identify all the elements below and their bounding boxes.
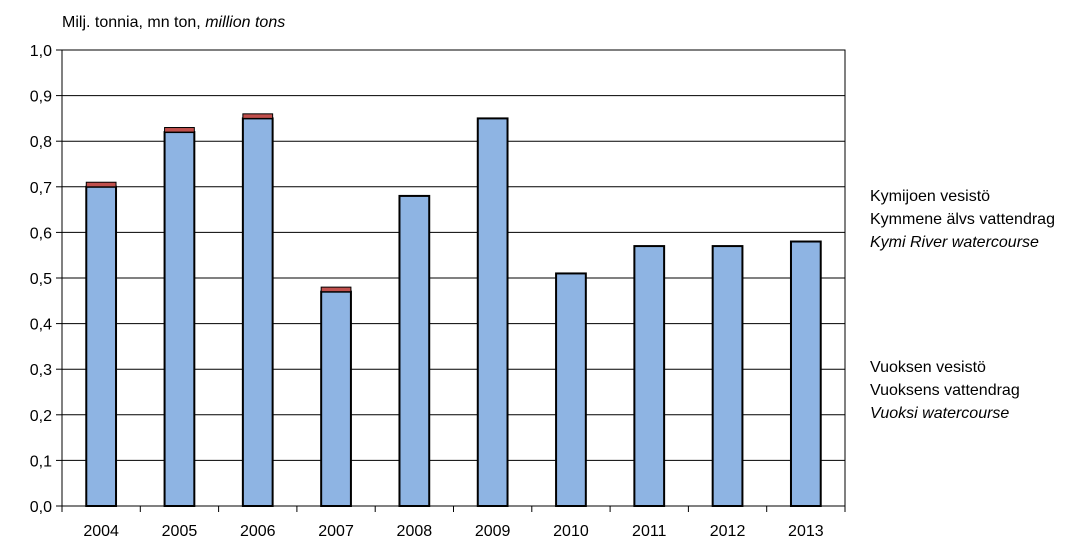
x-tick-label: 2009 <box>475 523 511 540</box>
y-tick-label: 0,0 <box>30 499 52 516</box>
bar-kymi <box>163 131 196 508</box>
x-tick-label: 2011 <box>632 523 667 540</box>
y-axis-title-plain: Milj. tonnia, mn ton, <box>62 14 201 31</box>
bar-kymi <box>398 194 431 507</box>
y-tick-label: 0,9 <box>30 89 52 106</box>
y-axis-title-italic: million tons <box>205 14 286 31</box>
y-axis-title: Milj. tonnia, mn ton, million tons <box>62 14 285 32</box>
x-tick-label: 2010 <box>553 523 589 540</box>
bar-vuoksi <box>242 113 274 119</box>
legend-kymi-fi: Kymijoen vesistö <box>870 188 991 205</box>
y-tick-label: 1,0 <box>30 43 52 60</box>
bar-vuoksi <box>320 286 352 293</box>
y-tick-label: 0,2 <box>30 408 52 425</box>
y-tick-label: 0,4 <box>30 317 52 334</box>
y-tick-label: 0,7 <box>30 180 52 197</box>
bar-kymi <box>241 117 274 508</box>
legend-vuoksi-fi: Vuoksen vesistö <box>870 359 986 376</box>
bar-kymi <box>555 272 587 507</box>
y-tick-label: 0,5 <box>30 271 52 288</box>
bar-kymi <box>711 245 744 508</box>
bar-kymi <box>633 245 666 508</box>
y-tick-label: 0,1 <box>30 453 52 470</box>
bar-kymi <box>85 185 118 508</box>
legend-kymi-sv: Kymmene älvs vattendrag <box>870 211 1055 228</box>
x-tick-label: 2004 <box>83 523 119 540</box>
x-tick-label: 2007 <box>318 523 354 540</box>
bar-vuoksi <box>164 127 195 133</box>
x-tick-label: 2006 <box>240 523 276 540</box>
bar-kymi <box>476 117 509 508</box>
y-tick-label: 0,6 <box>30 225 52 242</box>
legend-vuoksi-sv: Vuoksens vattendrag <box>870 382 1020 399</box>
legend-vuoksi-en: Vuoksi watercourse <box>870 405 1010 422</box>
bar-kymi <box>320 290 352 507</box>
legend-kymi-en: Kymi River watercourse <box>870 234 1039 251</box>
x-tick-label: 2008 <box>397 523 433 540</box>
x-tick-label: 2005 <box>162 523 198 540</box>
bar-vuoksi <box>85 181 117 188</box>
x-tick-label: 2013 <box>788 523 824 540</box>
y-tick-label: 0,8 <box>30 134 52 151</box>
legend-entry-kymi: Kymijoen vesistö Kymmene älvs vattendrag… <box>870 185 1055 254</box>
x-tick-label: 2012 <box>710 523 746 540</box>
legend-entry-vuoksi: Vuoksen vesistö Vuoksens vattendrag Vuok… <box>870 356 1020 425</box>
bar-kymi <box>789 240 822 508</box>
y-tick-label: 0,3 <box>30 362 52 379</box>
